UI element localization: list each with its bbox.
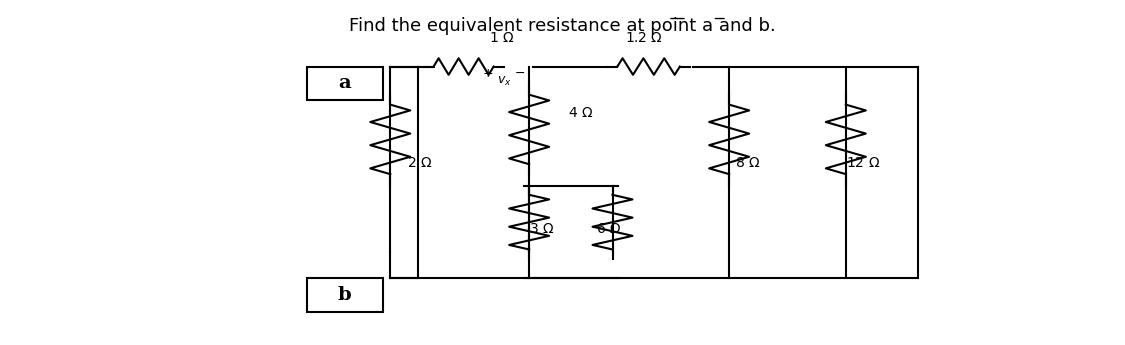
Text: $v_x$: $v_x$ (497, 75, 512, 88)
FancyBboxPatch shape (307, 278, 382, 312)
Text: 6 $\Omega$: 6 $\Omega$ (596, 222, 621, 236)
Text: a: a (339, 74, 351, 92)
FancyBboxPatch shape (307, 67, 382, 100)
Text: 8 $\Omega$: 8 $\Omega$ (735, 156, 760, 169)
Text: 1 $\Omega$: 1 $\Omega$ (488, 31, 514, 45)
Text: Find the equivalent resistance at point a and b.: Find the equivalent resistance at point … (349, 17, 776, 35)
Text: +: + (483, 67, 494, 80)
Text: 12 $\Omega$: 12 $\Omega$ (846, 156, 880, 169)
Text: 2 $\Omega$: 2 $\Omega$ (407, 156, 432, 169)
Text: −: − (515, 67, 525, 80)
Text: b: b (338, 286, 351, 304)
Text: 4 $\Omega$: 4 $\Omega$ (568, 106, 593, 120)
Text: 1.2 $\Omega$: 1.2 $\Omega$ (624, 31, 663, 45)
Text: 3 $\Omega$: 3 $\Omega$ (529, 222, 555, 236)
